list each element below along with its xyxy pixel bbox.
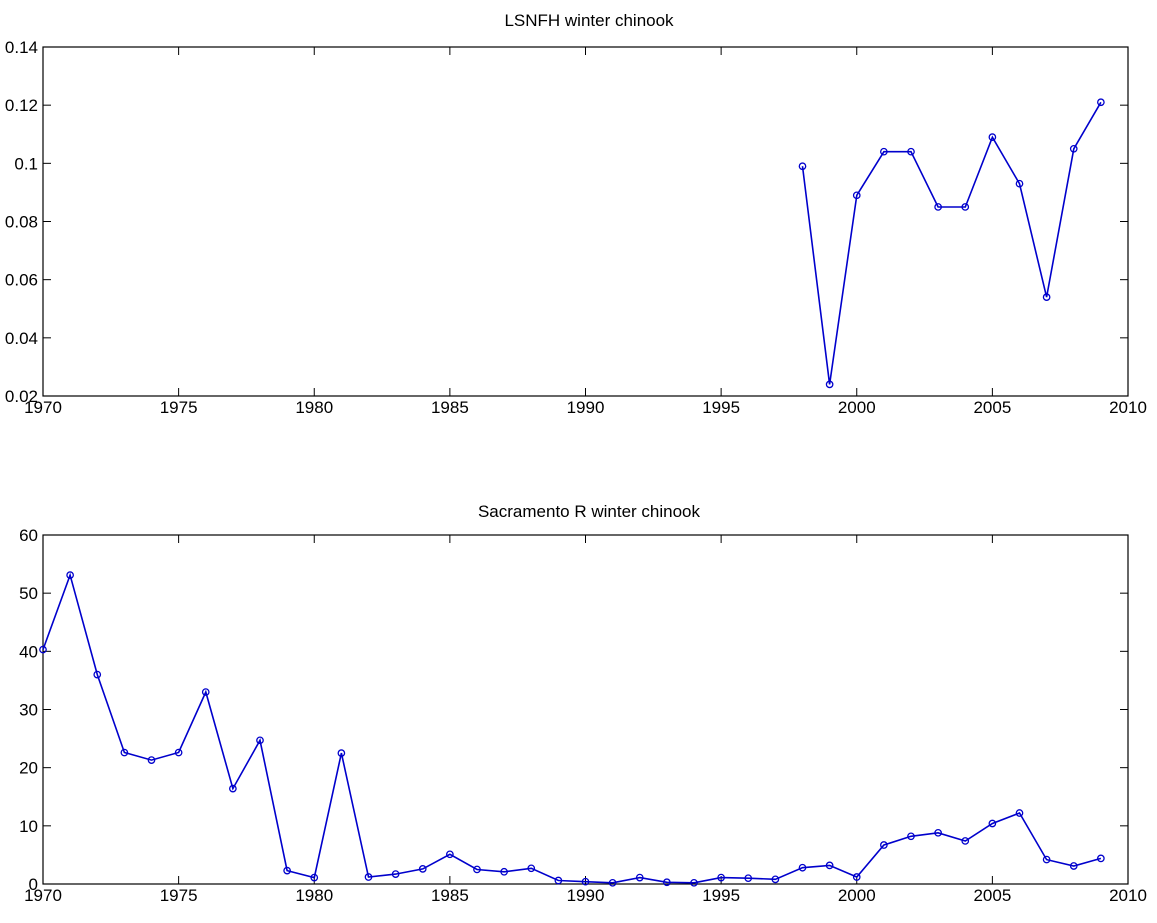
chart-title: LSNFH winter chinook [504, 11, 674, 30]
data-point [825, 380, 834, 389]
x-tick-label: 1980 [295, 886, 333, 905]
data-point [608, 878, 617, 887]
y-tick-label: 0.12 [5, 96, 38, 115]
data-point [256, 736, 264, 745]
data-point [1015, 179, 1024, 188]
data-point [988, 133, 997, 142]
data-point [880, 147, 888, 156]
x-tick-label: 1970 [24, 398, 62, 417]
data-point [1097, 854, 1105, 863]
data-point [147, 756, 156, 764]
data-point [852, 191, 861, 200]
chart-title: Sacramento R winter chinook [478, 502, 701, 521]
data-point [961, 203, 970, 211]
data-point [66, 571, 74, 579]
x-tick-label: 1980 [295, 398, 333, 417]
data-point [717, 873, 725, 882]
data-point [934, 828, 942, 837]
data-point [825, 861, 834, 870]
data-point [527, 864, 536, 873]
y-tick-label: 10 [19, 817, 38, 836]
data-point [880, 841, 888, 849]
y-tick-label: 40 [19, 642, 38, 661]
x-tick-label: 1970 [24, 886, 62, 905]
x-tick-label: 2010 [1109, 886, 1147, 905]
data-point [744, 874, 753, 883]
y-tick-label: 0.02 [5, 387, 38, 406]
x-tick-label: 2000 [838, 398, 876, 417]
data-point [1097, 98, 1105, 107]
data-point [174, 748, 183, 757]
data-point [771, 875, 780, 884]
data-point [120, 748, 129, 757]
series-line [42, 572, 1102, 884]
data-point [798, 863, 807, 872]
x-tick-label: 1995 [702, 886, 740, 905]
data-point [283, 866, 291, 875]
x-tick-label: 2010 [1109, 398, 1147, 417]
chart-lsnfh: LSNFH winter chinook 1970 1975 1980 1985 199… [5, 11, 1147, 417]
data-point [418, 865, 427, 873]
data-point [852, 873, 861, 881]
y-tick-label: 30 [19, 701, 38, 720]
data-point [690, 878, 698, 887]
y-tick-label: 0.06 [5, 271, 38, 290]
data-point [798, 162, 807, 171]
x-tick-label: 1985 [431, 398, 469, 417]
data-point [39, 645, 47, 654]
chart-sacramento: Sacramento R winter chinook 1970 1975 1980… [19, 502, 1147, 905]
x-tick-label: 2005 [973, 398, 1011, 417]
x-tick-label: 1985 [431, 886, 469, 905]
x-tick-label: 2000 [838, 886, 876, 905]
x-tick-label: 1990 [567, 398, 605, 417]
data-point [310, 873, 319, 882]
y-tick-label: 20 [19, 759, 38, 778]
x-tick-label: 1995 [702, 398, 740, 417]
data-point [907, 147, 915, 156]
plot-frame [42, 46, 1129, 397]
data-point [907, 832, 915, 841]
data-point [988, 819, 997, 828]
data-point [446, 850, 454, 859]
series-line [801, 101, 1102, 385]
data-point [581, 877, 590, 886]
data-point [201, 688, 210, 696]
data-point [1042, 293, 1051, 301]
data-point [554, 876, 563, 885]
data-point [663, 878, 671, 887]
data-point [1015, 809, 1024, 817]
data-point [961, 837, 970, 845]
x-tick-label: 1975 [160, 398, 198, 417]
data-point [364, 873, 373, 881]
x-tick-label: 1990 [567, 886, 605, 905]
data-point [1069, 862, 1078, 870]
data-point [337, 749, 346, 757]
x-tick-label: 1975 [160, 886, 198, 905]
data-point [229, 784, 237, 793]
y-tick-label: 50 [19, 584, 38, 603]
y-tick-label: 60 [19, 526, 38, 545]
data-point [391, 870, 400, 878]
y-tick-label: 0.14 [5, 38, 38, 57]
data-point [1042, 855, 1051, 864]
data-point [1069, 144, 1078, 153]
y-tick-label: 0.08 [5, 213, 38, 232]
data-point [934, 203, 942, 211]
y-tick-label: 0 [29, 875, 38, 894]
data-point [500, 867, 508, 876]
y-tick-label: 0.04 [5, 329, 38, 348]
data-point [93, 670, 102, 679]
y-tick-label: 0.1 [14, 154, 38, 173]
plot-frame [42, 534, 1129, 885]
data-point [473, 865, 481, 874]
data-point [635, 873, 644, 882]
x-tick-label: 2005 [973, 886, 1011, 905]
